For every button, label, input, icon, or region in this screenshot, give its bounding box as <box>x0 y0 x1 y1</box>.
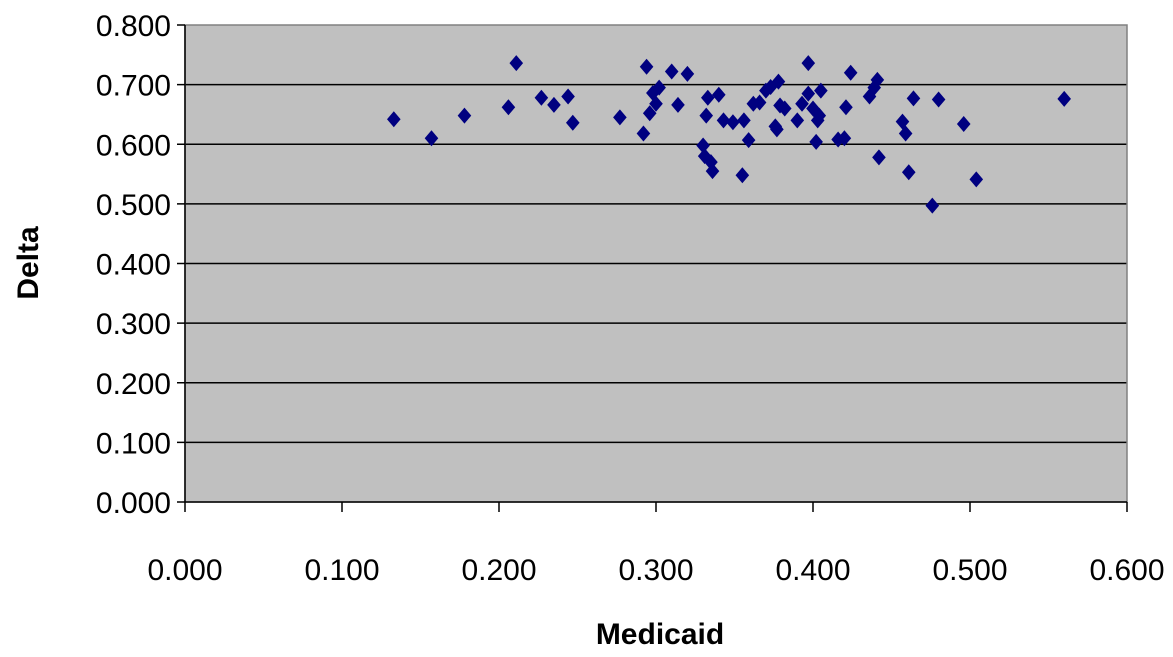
data-point <box>737 112 751 129</box>
data-point <box>801 55 816 72</box>
gridlines <box>185 83 1127 444</box>
x-tick-label: 0.300 <box>618 554 693 587</box>
data-point <box>814 82 828 99</box>
axes <box>177 24 1128 512</box>
data-point <box>671 96 685 113</box>
x-tick-label: 0.100 <box>304 554 379 587</box>
data-point <box>547 96 561 113</box>
data-point <box>969 171 984 188</box>
data-point <box>735 167 750 184</box>
tick-labels: 0.000 0.100 0.200 0.300 0.400 0.500 0.600 0.700… <box>96 10 1165 587</box>
data-point <box>649 95 663 112</box>
data-point <box>680 65 695 82</box>
data-point <box>839 99 853 116</box>
data-point <box>509 55 524 72</box>
data-point <box>501 99 516 116</box>
data-point <box>534 89 549 106</box>
data-point <box>777 100 792 117</box>
data-point <box>898 125 913 142</box>
data-point <box>424 130 439 147</box>
x-axis-title: Medicaid <box>596 618 724 651</box>
data-point <box>741 132 756 149</box>
data-point <box>457 107 472 124</box>
data-point <box>895 113 910 130</box>
data-point <box>906 90 921 107</box>
data-point <box>806 100 820 117</box>
y-tick-label: 0.800 <box>96 10 171 43</box>
data-point <box>872 149 886 166</box>
y-tick-label: 0.200 <box>96 368 171 401</box>
x-tick-label: 0.200 <box>461 554 536 587</box>
data-point <box>831 131 845 148</box>
y-tick-label: 0.000 <box>96 487 171 520</box>
data-point <box>771 73 786 90</box>
data-point <box>565 114 580 131</box>
y-tick-label: 0.700 <box>96 70 171 103</box>
data-point <box>712 86 726 103</box>
data-point <box>956 115 971 132</box>
data-point <box>870 71 885 88</box>
y-tick-label: 0.100 <box>96 427 171 460</box>
data-point <box>763 79 778 96</box>
data-point <box>664 63 679 80</box>
data-points <box>387 55 1071 214</box>
x-tick-label: 0.000 <box>147 554 222 587</box>
data-point <box>705 163 720 180</box>
data-point <box>843 64 858 81</box>
data-point <box>752 94 767 111</box>
data-point <box>925 197 940 214</box>
data-point <box>652 79 666 96</box>
data-point <box>790 112 805 129</box>
data-point <box>1057 90 1071 107</box>
data-point <box>716 112 731 129</box>
data-point <box>613 109 627 126</box>
data-point <box>726 114 740 131</box>
data-point <box>387 111 401 128</box>
x-tick-label: 0.400 <box>775 554 850 587</box>
y-tick-label: 0.600 <box>96 129 171 162</box>
y-tick-label: 0.300 <box>96 308 171 341</box>
x-tick-label: 0.500 <box>932 554 1007 587</box>
data-point <box>561 88 575 105</box>
y-tick-label: 0.400 <box>96 249 171 282</box>
data-point <box>809 133 823 150</box>
data-point <box>770 121 784 138</box>
data-point <box>639 58 654 75</box>
data-point <box>642 105 657 122</box>
data-point <box>646 84 660 101</box>
data-point <box>801 85 816 102</box>
data-point <box>901 164 916 181</box>
data-point <box>795 95 809 112</box>
y-axis-title: Delta <box>12 226 45 300</box>
data-point <box>636 125 651 142</box>
y-tick-label: 0.500 <box>96 189 171 222</box>
data-point <box>837 130 852 147</box>
data-point <box>699 107 714 124</box>
data-point <box>931 91 946 108</box>
data-point <box>701 89 715 106</box>
data-point <box>696 137 710 154</box>
x-tick-label: 0.600 <box>1089 554 1164 587</box>
data-point <box>812 107 827 124</box>
